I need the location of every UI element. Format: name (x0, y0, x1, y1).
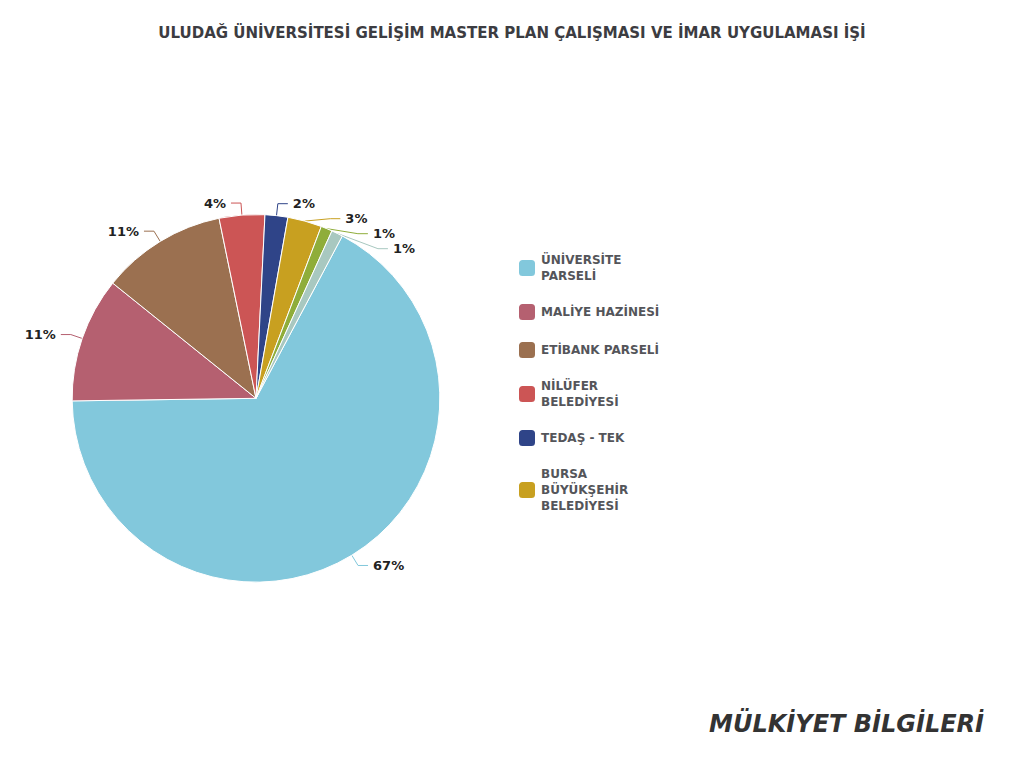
svg-text:2%: 2% (293, 196, 315, 211)
svg-text:BÜYÜKŞEHİR: BÜYÜKŞEHİR (541, 482, 628, 497)
svg-text:BURSA: BURSA (541, 467, 588, 481)
svg-text:3%: 3% (345, 211, 367, 226)
svg-text:11%: 11% (108, 224, 139, 239)
svg-text:PARSELİ: PARSELİ (541, 268, 596, 283)
svg-text:MÜLKİYET BİLGİLERİ: MÜLKİYET BİLGİLERİ (709, 708, 984, 738)
svg-text:ULUDAĞ ÜNİVERSİTESİ GELİŞİM MA: ULUDAĞ ÜNİVERSİTESİ GELİŞİM MASTER PLAN … (158, 23, 865, 42)
svg-text:MALİYE HAZİNESİ: MALİYE HAZİNESİ (541, 304, 659, 319)
svg-text:67%: 67% (373, 558, 404, 573)
svg-text:BELEDİYESİ: BELEDİYESİ (541, 394, 619, 409)
svg-text:1%: 1% (373, 226, 395, 241)
svg-text:ÜNİVERSİTE: ÜNİVERSİTE (541, 252, 621, 267)
svg-text:TEDAŞ - TEK: TEDAŞ - TEK (541, 431, 625, 445)
svg-text:BELEDİYESİ: BELEDİYESİ (541, 498, 619, 513)
svg-text:4%: 4% (204, 196, 226, 211)
svg-text:NİLÜFER: NİLÜFER (541, 378, 598, 393)
svg-text:11%: 11% (25, 327, 56, 342)
svg-text:1%: 1% (393, 241, 415, 256)
svg-text:ETİBANK PARSELİ: ETİBANK PARSELİ (541, 342, 659, 357)
